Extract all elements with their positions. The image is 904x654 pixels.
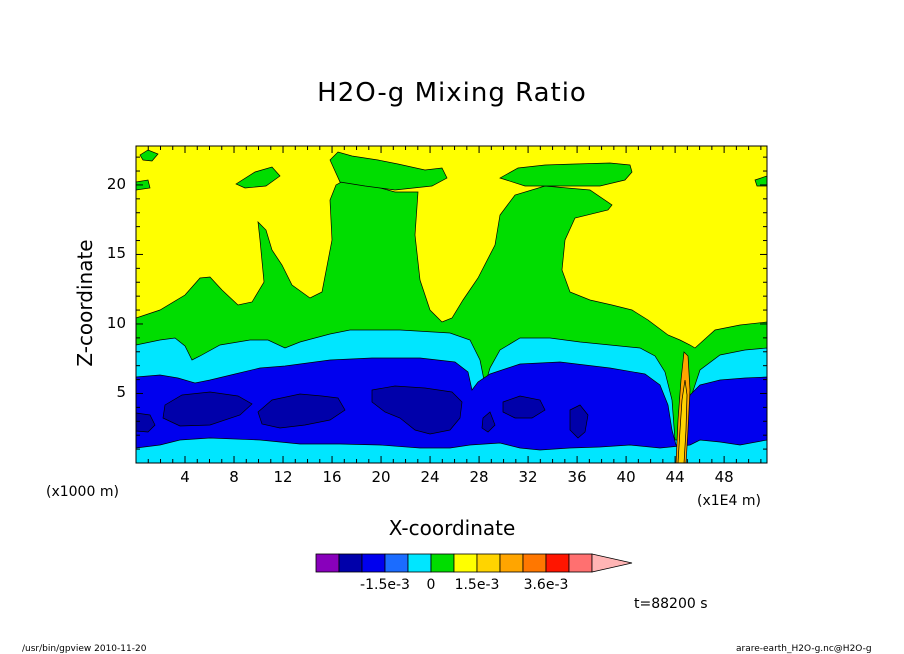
- colorbar-cell: [568, 553, 593, 573]
- y-axis-label: Z-coordinate: [73, 239, 97, 367]
- x-tick-label: 8: [229, 468, 239, 486]
- y-tick-label: 20: [106, 174, 126, 193]
- y-tick-label: 15: [106, 244, 126, 263]
- contour-field: [136, 146, 767, 463]
- x-tick-label: 16: [322, 468, 342, 486]
- time-label: t=88200 s: [634, 596, 708, 612]
- region-navy3: [371, 385, 463, 435]
- colorbar-tick-label: 1.5e-3: [454, 577, 500, 593]
- x-tick-label: 28: [469, 468, 489, 486]
- footer-left: /usr/bin/gpview 2010-11-20: [22, 644, 147, 654]
- x-tick-label: 20: [371, 468, 391, 486]
- colorbar-cell: [338, 553, 363, 573]
- y-tick-label: 10: [106, 313, 126, 332]
- colorbar-cell: [499, 553, 524, 573]
- footer-right: arare-earth_H2O-g.nc@H2O-g: [736, 644, 872, 654]
- x-tick-label: 4: [180, 468, 190, 486]
- x-axis-label: X-coordinate: [388, 516, 516, 540]
- colorbar-cell: [361, 553, 386, 573]
- region-green-patch1: [235, 166, 281, 189]
- colorbar-cell: [430, 553, 455, 573]
- colorbar-extend-arrow: [591, 553, 633, 573]
- x-tick-label: 44: [665, 468, 685, 486]
- y-tick-label: 5: [116, 383, 126, 402]
- x-tick-label: 12: [273, 468, 293, 486]
- plot-frame: [135, 145, 768, 464]
- region-gold-plume: [677, 379, 688, 463]
- region-navy1: [162, 391, 253, 427]
- colorbar-tick-label: -1.5e-3: [360, 577, 410, 593]
- colorbar-tick-label: 0: [426, 577, 436, 593]
- region-navy7: [481, 411, 496, 433]
- region-green-patch4: [754, 175, 767, 187]
- region-navy4: [136, 412, 156, 433]
- x-tick-label: 36: [567, 468, 587, 486]
- colorbar-cell: [453, 553, 478, 573]
- colorbar-cell: [522, 553, 547, 573]
- colorbar: [315, 553, 633, 573]
- region-green-top: [329, 151, 448, 191]
- chart-title: H2O-g Mixing Ratio: [317, 78, 587, 108]
- colorbar-cell: [476, 553, 501, 573]
- region-navy6: [569, 404, 589, 439]
- x-unit-right: (x1E4 m): [697, 493, 761, 509]
- x-tick-label: 24: [420, 468, 440, 486]
- colorbar-cell: [545, 553, 570, 573]
- region-navy2: [257, 393, 346, 429]
- colorbar-tick-label: 3.6e-3: [523, 577, 569, 593]
- colorbar-cell: [384, 553, 409, 573]
- x-axis-ticks: [147, 146, 762, 463]
- x-tick-label: 32: [518, 468, 538, 486]
- x-tick-label: 40: [616, 468, 636, 486]
- x-unit-left: (x1000 m): [46, 484, 119, 500]
- region-green-top2: [499, 162, 633, 187]
- region-green-patch2: [139, 149, 159, 162]
- colorbar-cell: [407, 553, 432, 573]
- x-tick-label: 48: [714, 468, 734, 486]
- y-axis-ticks: [136, 156, 767, 450]
- region-navy5: [502, 395, 546, 419]
- colorbar-cell: [315, 553, 340, 573]
